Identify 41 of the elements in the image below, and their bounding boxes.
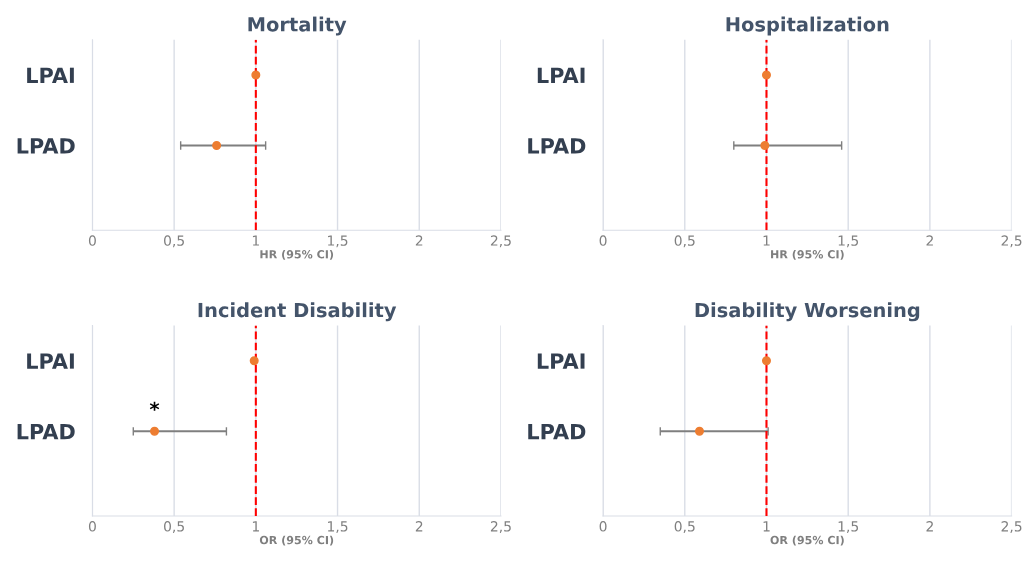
x-tick-label: 0 [88,235,96,246]
x-tick-label: 0,5 [674,235,695,248]
y-tick-label: LPAI [27,353,74,369]
annotation: * [149,401,160,411]
x-tick-label: 2 [926,235,933,246]
x-axis-title: HR (95% CI) [771,249,844,260]
chart-title: Incident Disability [198,302,397,322]
x-tick-label: 1 [763,235,770,246]
x-tick-label: 0,5 [674,521,695,533]
x-tick-label: 1 [763,521,770,532]
x-tick-label: 1 [252,235,259,246]
y-tick-label: LPAI [537,67,585,83]
y-tick-label: LPAD [528,138,586,154]
x-tick-label: 1,5 [838,521,859,533]
y-tick-label: LPAD [528,424,586,440]
x-tick-label: 1,5 [328,521,348,533]
chart-title: Mortality [248,16,347,36]
x-tick-label: 2 [415,235,423,246]
y-tick-label: LPAI [537,353,585,369]
x-axis-title: OR (95% CI) [770,535,844,546]
y-tick-label: LPAI [27,67,74,83]
x-tick-label: 1,5 [838,235,859,248]
x-axis-title: HR (95% CI) [260,249,334,260]
x-tick-label: 1,5 [328,235,348,248]
x-tick-label: 2 [415,521,423,532]
y-tick-label: LPAD [17,424,75,440]
x-tick-label: 0,5 [164,235,184,248]
x-tick-label: 2,5 [1001,521,1022,533]
x-tick-label: 0,5 [164,521,184,533]
x-axis-title: OR (95% CI) [259,535,334,546]
chart-title: Hospitalization [726,16,889,36]
x-tick-label: 2,5 [1001,235,1022,248]
x-tick-label: 0 [599,521,607,532]
x-tick-label: 2,5 [490,235,511,248]
x-tick-label: 0 [599,235,607,246]
chart-title: Disability Worsening [695,302,920,322]
x-tick-label: 2,5 [490,521,511,533]
x-tick-label: 2 [926,521,933,532]
y-tick-label: LPAD [17,138,75,154]
x-tick-label: 1 [252,521,259,532]
x-tick-label: 0 [88,521,96,532]
